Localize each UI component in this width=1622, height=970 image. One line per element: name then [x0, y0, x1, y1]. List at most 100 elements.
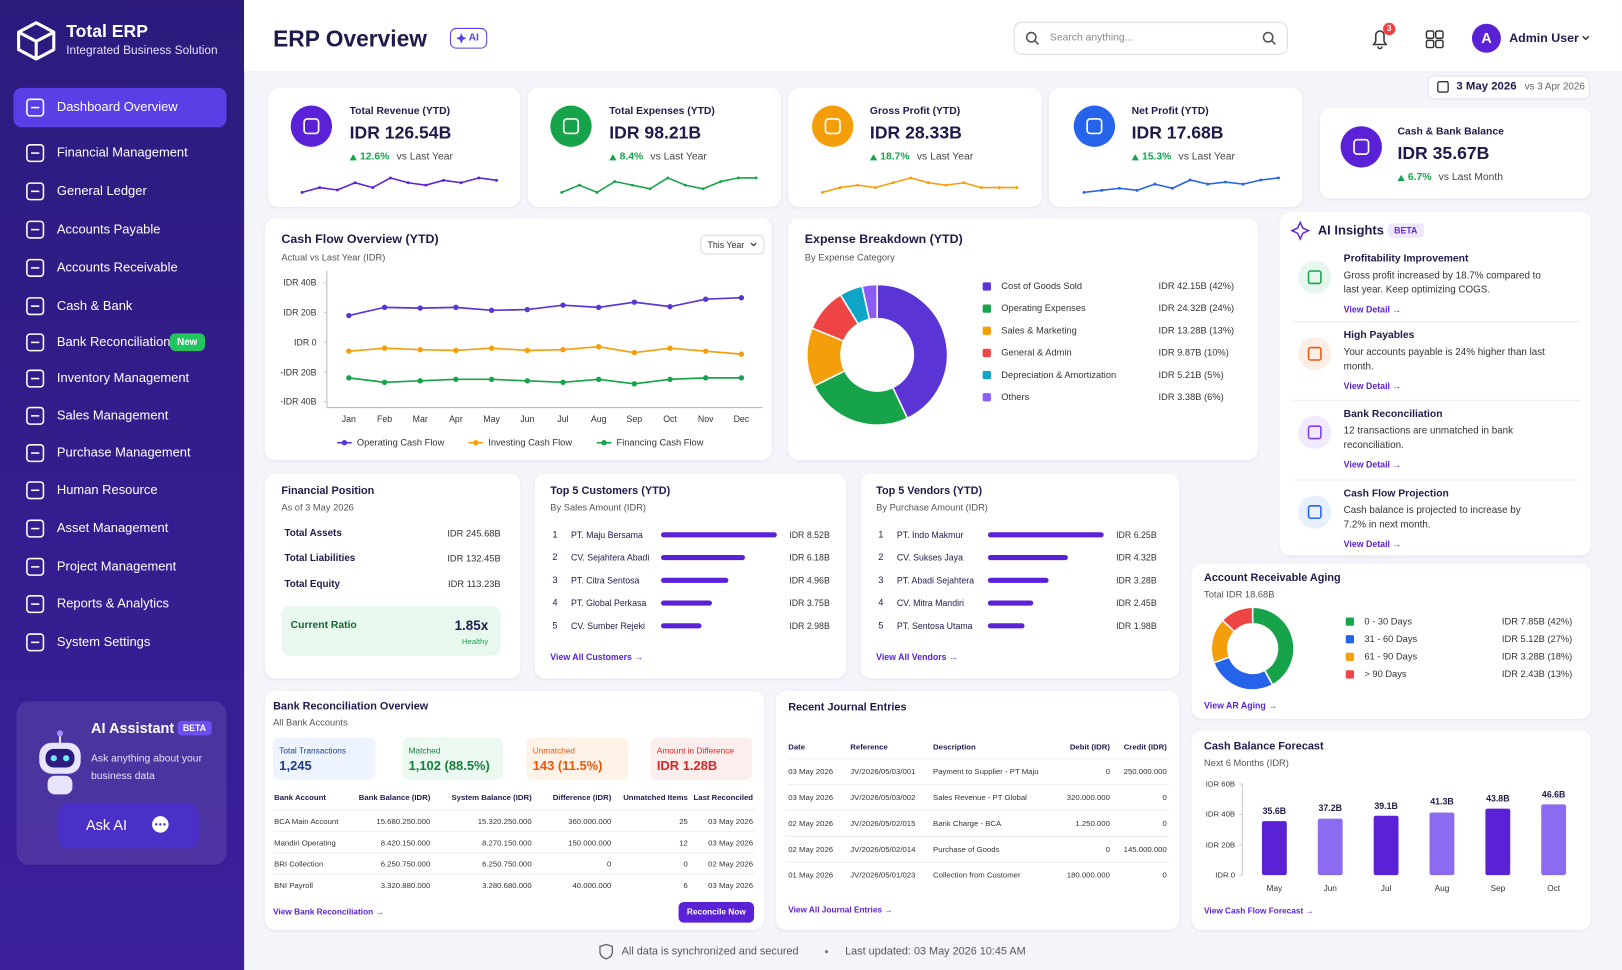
page-title: ERP Overview — [273, 25, 427, 52]
menu-item[interactable]: System Settings — [56, 634, 151, 650]
menu-item[interactable]: Dashboard Overview — [56, 99, 178, 115]
y-tick-label: IDR 0 — [1215, 870, 1236, 880]
cell: JV/2026/05/03/001 — [850, 767, 916, 777]
menu-item[interactable]: Accounts Payable — [56, 221, 161, 237]
chart-title: Account Receivable Aging — [1204, 571, 1341, 585]
insight-link[interactable]: View Detail → — [1343, 303, 1402, 314]
menu-item[interactable]: Asset Management — [56, 520, 169, 536]
view-link[interactable]: View All Journal Entries → — [788, 905, 893, 915]
cell: 0 — [683, 859, 688, 869]
user-name[interactable]: Admin User — [1509, 30, 1579, 46]
value-label: IDR 7.85B (42%) — [1501, 616, 1573, 627]
kpi-value: IDR 17.68B — [1131, 122, 1224, 143]
cell: 6.250.750.000 — [380, 859, 431, 869]
value-label: 39.1B — [1374, 800, 1398, 811]
header — [244, 0, 1622, 73]
y-tick-label: -IDR 20B — [280, 366, 317, 378]
cell: 03 May 2026 — [788, 767, 834, 777]
menu-item[interactable]: Financial Management — [56, 145, 188, 160]
column-header: Description — [933, 742, 976, 752]
period-filter[interactable]: This Year — [707, 239, 745, 250]
kpi-change: 12.6% vs Last Year — [360, 151, 453, 163]
cell: Mandiri Operating — [274, 838, 336, 848]
rank: 5 — [878, 620, 884, 631]
menu-item[interactable]: Sales Management — [56, 408, 169, 423]
view-link[interactable]: View All Vendors → — [876, 651, 958, 662]
search-box[interactable] — [1013, 21, 1288, 55]
ask-ai-label[interactable]: Ask AI — [86, 816, 128, 834]
menu-item[interactable]: Purchase Management — [56, 445, 191, 460]
cell: 12 — [679, 838, 688, 848]
cell: 0 — [1105, 767, 1110, 777]
menu-item[interactable]: Human Resource — [56, 482, 158, 498]
menu-item[interactable]: Project Management — [56, 559, 177, 574]
insight-link[interactable]: View Detail → — [1343, 538, 1402, 549]
cell: JV/2026/05/01/023 — [850, 870, 916, 880]
legend-label: Operating Expenses — [1001, 303, 1086, 314]
x-tick-label: May — [483, 413, 500, 425]
date-picker[interactable] — [1427, 75, 1590, 100]
kpi-change-value: 8.4% — [619, 151, 644, 163]
rank: 1 — [878, 529, 884, 540]
menu-item[interactable]: Accounts Receivable — [56, 260, 178, 275]
insight-title: Bank Reconciliation — [1343, 408, 1443, 420]
cell: 250.000.000 — [1123, 767, 1167, 777]
legend-label: Cost of Goods Sold — [1001, 280, 1083, 292]
insight-link[interactable]: View Detail → — [1343, 380, 1402, 391]
x-tick-label: May — [1266, 883, 1283, 893]
menu-item[interactable]: General Ledger — [56, 183, 147, 199]
ratio-box — [281, 606, 501, 656]
insights-title: AI Insights — [1317, 222, 1384, 238]
kpi-compare: vs Last Month — [1438, 171, 1504, 184]
name: PT. Indo Makmur — [896, 529, 964, 540]
rank: 4 — [878, 597, 884, 608]
reconcile-button[interactable] — [678, 901, 755, 923]
column-header: Reference — [850, 742, 888, 752]
ai-badge: AI — [449, 27, 488, 49]
menu-item[interactable]: Bank Reconciliation — [56, 334, 171, 350]
x-tick-label: Aug — [1434, 883, 1450, 893]
menu-item[interactable]: Inventory Management — [56, 370, 190, 386]
ask-ai-button[interactable] — [57, 803, 199, 849]
stat-box — [402, 737, 503, 780]
view-link[interactable]: View Bank Reconciliation → — [273, 907, 384, 917]
name: CV. Sukses Jaya — [896, 552, 963, 563]
kpi-compare: vs Last Year — [916, 151, 974, 163]
value-label: IDR 3.75B — [789, 597, 830, 609]
row-label: Total Equity — [284, 578, 340, 590]
value-label: IDR 2.43B (13%) — [1501, 668, 1573, 680]
cell: JV/2026/05/02/014 — [850, 844, 916, 854]
value-label: 41.3B — [1430, 796, 1454, 808]
menu-item[interactable]: Reports & Analytics — [56, 596, 170, 611]
kpi-label: Net Profit (YTD) — [1131, 105, 1209, 117]
view-link[interactable]: View AR Aging → — [1204, 700, 1277, 711]
cell: 180.000.000 — [1066, 870, 1110, 880]
column-header: System Balance (IDR) — [451, 792, 532, 803]
x-tick-label: Sep — [626, 413, 643, 425]
chart-title: Expense Breakdown (YTD) — [804, 231, 963, 246]
value-label: IDR 4.96B — [789, 575, 830, 586]
column-header: Credit (IDR) — [1123, 742, 1167, 752]
cell: 03 May 2026 — [788, 792, 834, 803]
assistant-text: Ask anything about your business data — [91, 753, 203, 783]
menu-item[interactable]: Cash & Bank — [56, 298, 133, 313]
cash-flow-card — [264, 218, 772, 461]
view-link[interactable]: View All Customers → — [550, 651, 644, 662]
insight-link[interactable]: View Detail → — [1343, 458, 1402, 470]
card-subtitle: All Bank Accounts — [273, 717, 348, 728]
reconcile-label[interactable]: Reconcile Now — [686, 907, 746, 917]
period-dropdown[interactable] — [700, 234, 765, 255]
cell: 145.000.000 — [1123, 844, 1167, 854]
name: CV. Sumber Rejeki — [570, 620, 645, 631]
view-link[interactable]: View Cash Flow Forecast → — [1204, 906, 1314, 916]
legend-label: Depreciation & Amortization — [1001, 369, 1117, 380]
cell: 02 May 2026 — [788, 818, 834, 829]
active-menu-background — [13, 87, 227, 128]
card-title: Top 5 Vendors (YTD) — [876, 484, 983, 498]
cell: 8.420.150.000 — [380, 838, 431, 848]
cell: 0 — [607, 859, 612, 869]
cell: Payment to Supplier - PT Maju — [933, 767, 1039, 777]
legend-label: General & Admin — [1001, 347, 1072, 358]
cell: 320.000.000 — [1066, 792, 1110, 803]
x-tick-label: Jul — [557, 413, 569, 425]
